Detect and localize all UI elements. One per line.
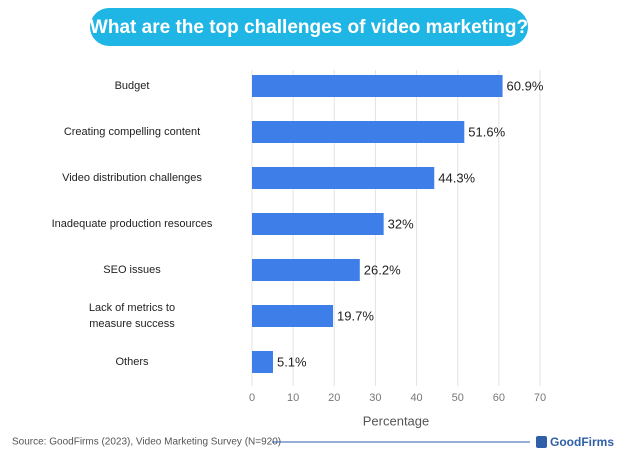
x-tick-label: 20 xyxy=(328,392,340,404)
bar xyxy=(252,213,384,235)
value-label: 60.9% xyxy=(507,78,544,93)
title-pill xyxy=(90,8,528,46)
value-label: 19.7% xyxy=(337,308,374,323)
y-tick-label: Inadequate production resources xyxy=(51,218,213,230)
bar xyxy=(252,305,334,327)
value-label: 51.6% xyxy=(468,124,505,139)
y-tick-label: Budget xyxy=(114,80,150,92)
value-label: 44.3% xyxy=(438,170,475,185)
x-tick-label: 40 xyxy=(410,392,422,404)
x-tick-label: 10 xyxy=(287,392,299,404)
y-tick-label: Others xyxy=(115,356,149,368)
bar xyxy=(252,351,273,373)
value-label: 32% xyxy=(388,216,414,231)
y-tick-label: Creating compelling content xyxy=(63,126,201,138)
y-tick-label: Video distribution challenges xyxy=(62,172,202,184)
x-tick-label: 50 xyxy=(452,392,464,404)
logo-icon xyxy=(536,436,547,448)
x-axis-label: Percentage xyxy=(363,413,430,428)
source: Source: GoodFirms (2023), Video Marketin… xyxy=(12,437,281,448)
x-tick-label: 70 xyxy=(534,392,546,404)
x-tick-label: 30 xyxy=(369,392,381,404)
bar xyxy=(252,259,360,281)
x-tick-label: 0 xyxy=(249,392,255,404)
bar xyxy=(252,167,435,189)
y-tick-label: Lack of metrics to measure success xyxy=(88,302,176,330)
value-label: 26.2% xyxy=(364,262,401,277)
bar xyxy=(252,121,465,143)
logo: GoodFirms xyxy=(550,435,614,449)
bar xyxy=(252,75,503,97)
y-tick-label: SEO issues xyxy=(103,264,161,276)
value-label: 5.1% xyxy=(277,354,307,369)
chart-title: What are the top challenges of video mar… xyxy=(90,17,528,38)
x-tick-label: 60 xyxy=(493,392,505,404)
